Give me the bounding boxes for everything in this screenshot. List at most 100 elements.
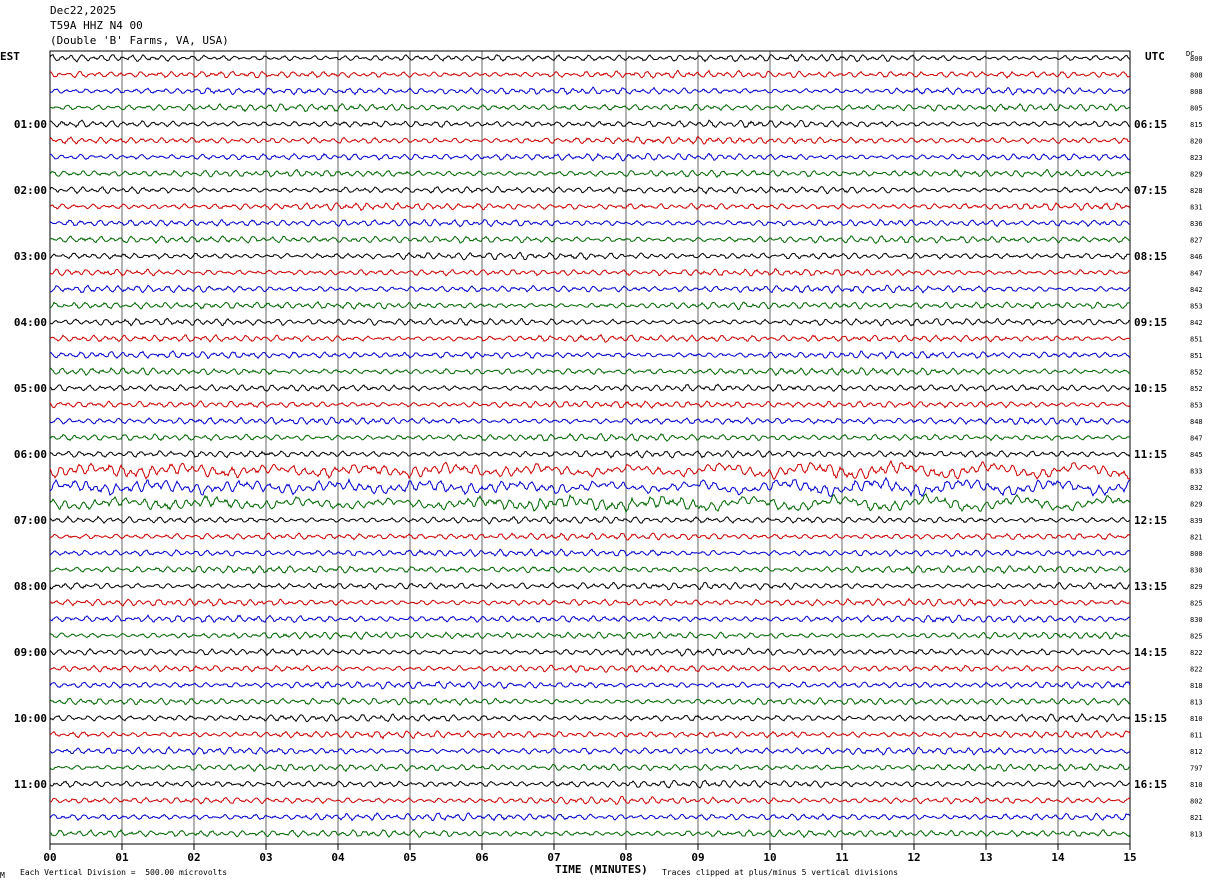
x-tick-label: 14 — [1051, 851, 1065, 864]
est-hour-label: 04:00 — [14, 316, 47, 329]
dc-offset-label: 847 — [1190, 435, 1203, 443]
utc-hour-label: 13:15 — [1134, 580, 1167, 593]
trace-line — [49, 564, 1131, 575]
trace-line — [49, 400, 1131, 409]
x-tick-label: 03 — [259, 851, 272, 864]
trace-line — [49, 383, 1131, 392]
small-marker: M — [0, 871, 5, 880]
utc-hour-label: 07:15 — [1134, 184, 1167, 197]
dc-offset-label: 829 — [1190, 501, 1203, 509]
dc-offset-label: 800 — [1190, 55, 1203, 63]
trace-line — [49, 416, 1131, 426]
trace-line — [49, 476, 1131, 498]
trace-line — [49, 763, 1131, 773]
trace-line — [49, 449, 1131, 459]
trace-line — [49, 795, 1131, 805]
trace-line — [49, 234, 1131, 245]
dc-offset-label: 825 — [1190, 600, 1203, 608]
station-location: (Double 'B' Farms, VA, USA) — [50, 34, 229, 47]
x-axis-title: TIME (MINUTES) — [555, 863, 648, 876]
x-tick-label: 08 — [619, 851, 632, 864]
dc-offset-label: 832 — [1190, 484, 1203, 492]
trace-line — [49, 152, 1131, 162]
trace-line — [49, 493, 1131, 514]
x-tick-label: 06 — [475, 851, 489, 864]
dc-offset-label: 851 — [1190, 336, 1203, 344]
trace-line — [49, 515, 1131, 525]
x-tick-label: 11 — [835, 851, 849, 864]
dc-offset-label: 830 — [1190, 567, 1203, 575]
utc-hour-label: 09:15 — [1134, 316, 1167, 329]
x-tick-label: 04 — [331, 851, 345, 864]
dc-offset-label: 802 — [1190, 798, 1203, 806]
x-tick-label: 00 — [43, 851, 56, 864]
trace-line — [49, 729, 1131, 740]
dc-offset-label: 851 — [1190, 352, 1203, 360]
trace-line — [49, 218, 1131, 228]
dc-offset-label: 808 — [1190, 88, 1203, 96]
x-tick-label: 01 — [115, 851, 129, 864]
trace-line — [49, 317, 1131, 327]
trace-line — [49, 86, 1131, 96]
seismic-traces — [49, 53, 1131, 839]
scale-note: Each Vertical Division = 500.00 microvol… — [20, 868, 228, 877]
dc-offset-label: 813 — [1190, 699, 1203, 707]
dc-offset-label: 828 — [1190, 187, 1203, 195]
dc-offset-label: 805 — [1190, 105, 1203, 113]
utc-hour-label: 14:15 — [1134, 646, 1167, 659]
dc-offset-label: 833 — [1190, 468, 1203, 476]
est-hour-label: 08:00 — [14, 580, 47, 593]
trace-line — [49, 135, 1131, 145]
trace-line — [49, 581, 1131, 591]
x-tick-label: 12 — [907, 851, 920, 864]
plot-frame — [49, 50, 1131, 845]
axis-labels: 00 01 02 03 04 05 06 07 08 09 10 11 12 13 14 15 800 808 80… — [14, 55, 1203, 864]
est-hour-label: 02:00 — [14, 184, 47, 197]
x-tick-label: 15 — [1123, 851, 1136, 864]
x-tick-label: 07 — [547, 851, 560, 864]
dc-offset-label: 810 — [1190, 715, 1203, 723]
est-hour-label: 11:00 — [14, 778, 47, 791]
utc-hour-label: 10:15 — [1134, 382, 1167, 395]
trace-line — [49, 251, 1131, 261]
dc-offset-label: 810 — [1190, 781, 1203, 789]
dc-offset-label: 818 — [1190, 682, 1203, 690]
dc-offset-label: 853 — [1190, 402, 1203, 410]
trace-line — [49, 614, 1131, 624]
trace-line — [49, 333, 1131, 343]
trace-line — [49, 745, 1131, 756]
trace-line — [49, 680, 1131, 690]
utc-hour-label: 08:15 — [1134, 250, 1167, 263]
dc-offset-label: 842 — [1190, 319, 1203, 327]
dc-offset-label: 842 — [1190, 286, 1203, 294]
dc-offset-label: 815 — [1190, 121, 1203, 129]
dc-offset-label: 820 — [1190, 138, 1203, 146]
trace-line — [49, 69, 1131, 79]
trace-line — [49, 712, 1131, 723]
est-hour-label: 07:00 — [14, 514, 47, 527]
dc-offset-label: 797 — [1190, 765, 1203, 773]
est-hour-label: 03:00 — [14, 250, 47, 263]
x-tick-label: 05 — [403, 851, 416, 864]
trace-line — [49, 828, 1131, 839]
trace-line — [49, 102, 1131, 113]
dc-offset-label: 812 — [1190, 748, 1203, 756]
dc-offset-label: 848 — [1190, 418, 1203, 426]
trace-line — [49, 696, 1131, 707]
trace-line — [49, 53, 1131, 63]
dc-offset-label: 827 — [1190, 237, 1203, 245]
est-hour-label: 01:00 — [14, 118, 47, 131]
dc-offset-label: 822 — [1190, 666, 1203, 674]
trace-line — [49, 168, 1131, 179]
utc-hour-label: 15:15 — [1134, 712, 1167, 725]
dc-offset-label: 839 — [1190, 517, 1203, 525]
x-tick-label: 13 — [979, 851, 992, 864]
trace-line — [49, 532, 1131, 541]
record-date: Dec22,2025 — [50, 4, 117, 17]
trace-line — [49, 201, 1131, 212]
est-hour-label: 09:00 — [14, 646, 47, 659]
utc-hour-label: 11:15 — [1134, 448, 1167, 461]
x-tick-label: 09 — [691, 851, 704, 864]
trace-line — [49, 350, 1131, 360]
dc-offset-label: 830 — [1190, 616, 1203, 624]
